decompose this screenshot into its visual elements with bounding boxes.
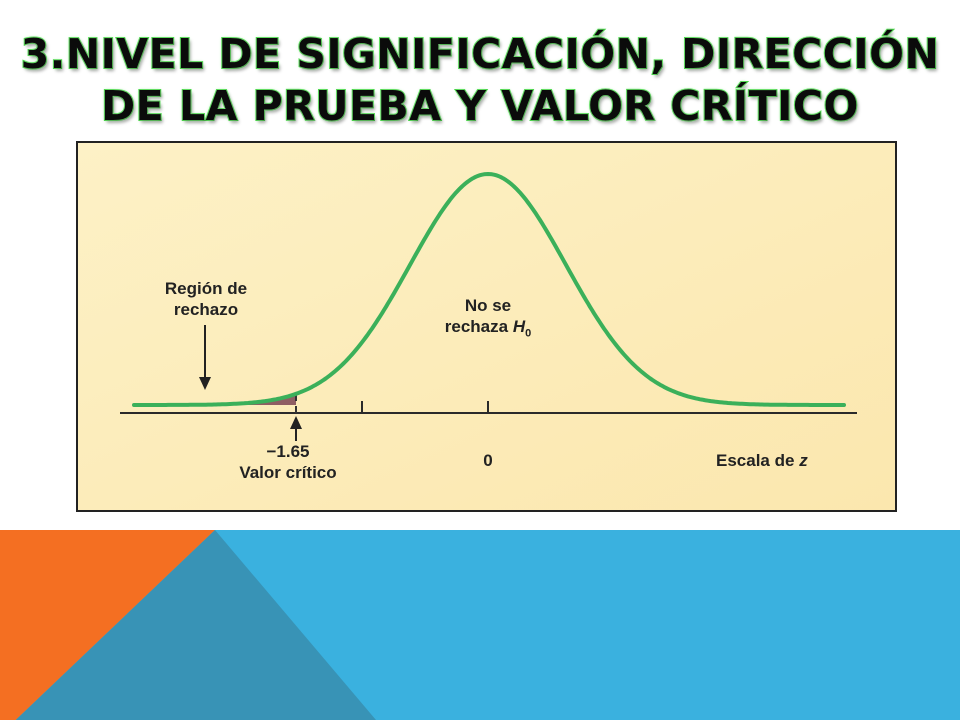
footer-shapes (0, 530, 960, 720)
critical-value-arrow-head (290, 416, 302, 429)
rejection-region-label-line-2: rechazo (173, 300, 239, 319)
normal-distribution-figure: Región de rechazo No se rechaza H0 −1.65… (76, 141, 897, 512)
non-rejection-label-word: rechaza (444, 317, 509, 336)
critical-value-caption: Valor crítico (239, 463, 337, 482)
hypothesis-symbol: H (512, 317, 526, 336)
z-scale-label-text: Escala de (716, 451, 795, 470)
slide-title: 3.NIVEL DE SIGNIFICACIÓN, DIRECCIÓN DE L… (0, 28, 960, 132)
slide-title-line-2: DE LA PRUEBA Y VALOR CRÍTICO (100, 81, 859, 131)
z-variable: z (799, 451, 808, 470)
slide-title-line-1: 3.NIVEL DE SIGNIFICACIÓN, DIRECCIÓN (20, 29, 940, 79)
critical-value-number: −1.65 (266, 442, 310, 461)
rejection-region-label-line-1: Región de (164, 279, 248, 298)
hypothesis-subscript: 0 (525, 327, 532, 340)
rejection-region (134, 393, 296, 405)
z-scale-label: Escala de z (716, 450, 808, 471)
footer-teal-triangle (0, 530, 376, 720)
rejection-arrow-head (199, 377, 211, 390)
non-rejection-label: No se rechaza H0 (408, 295, 568, 344)
critical-value-labels: −1.65 Valor crítico (218, 441, 358, 483)
rejection-region-label: Región de rechazo (136, 278, 276, 320)
decorative-footer (0, 530, 960, 720)
footer-orange-triangle (0, 530, 215, 720)
distribution-diagram (78, 143, 895, 510)
zero-tick-label: 0 (483, 451, 493, 470)
non-rejection-label-line-1: No se (464, 296, 512, 315)
normal-curve (132, 172, 846, 407)
panel-background (78, 143, 895, 510)
non-rejection-label-line-2: rechaza H0 (408, 316, 568, 344)
